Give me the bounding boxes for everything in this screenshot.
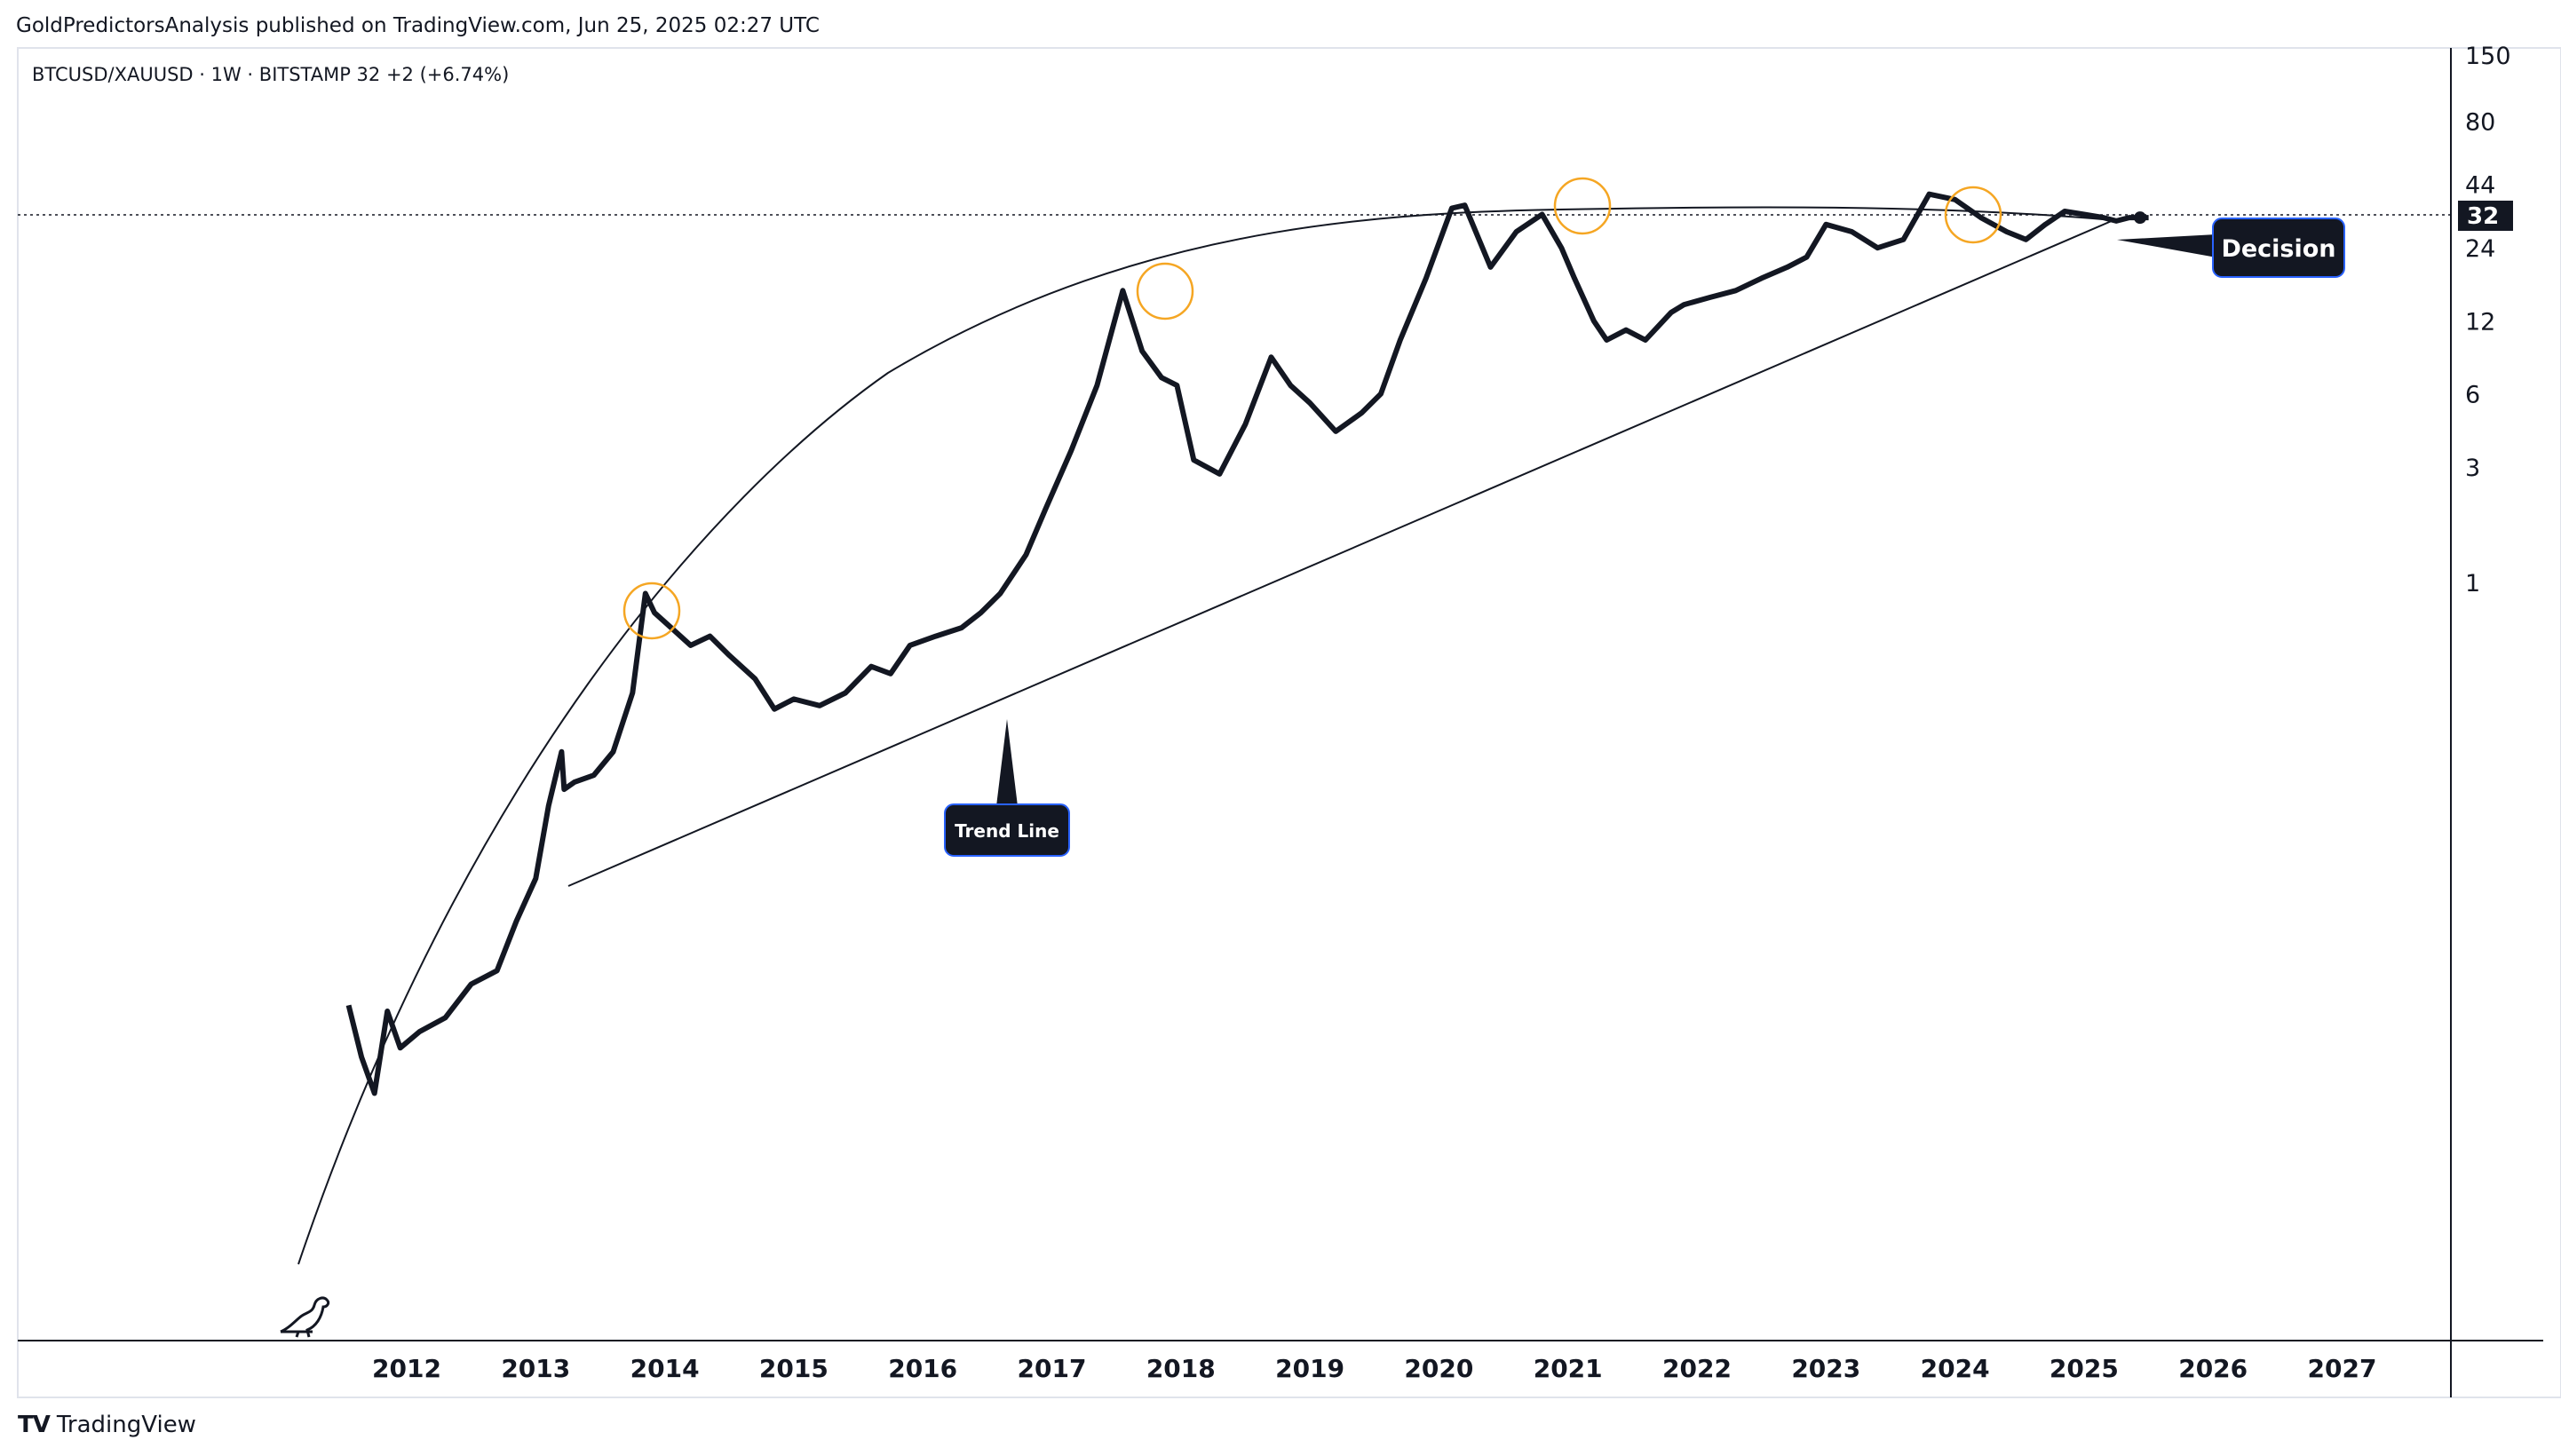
x-tick-label: 2017 (1018, 1354, 1087, 1383)
publisher-line: GoldPredictorsAnalysis published on Trad… (16, 14, 820, 37)
peak-circle-2021 (1553, 177, 1612, 235)
trend-line-callout-pointer (996, 719, 1018, 806)
x-tick-label: 2025 (2050, 1354, 2119, 1383)
y-tick-label: 12 (2465, 308, 2495, 336)
symbol-info: BTCUSD/XAUUSD · 1W · BITSTAMP 32 +2 (+6.… (32, 64, 510, 85)
chart-pane-border (17, 47, 2561, 1398)
x-tick-label: 2013 (501, 1354, 570, 1383)
trend-line-callout-text: Trend Line (955, 820, 1059, 842)
decision-callout[interactable]: Decision (2117, 218, 2345, 278)
x-tick-label: 2023 (1791, 1354, 1860, 1383)
trend-line-callout[interactable]: Trend Line (944, 719, 1070, 857)
y-tick-label: 80 (2465, 109, 2495, 137)
x-tick-label: 2020 (1404, 1354, 1473, 1383)
x-tick-label: 2027 (2308, 1354, 2377, 1383)
x-tick-label: 2024 (1921, 1354, 1990, 1383)
tradingview-brand[interactable]: TV TradingView (18, 1412, 196, 1438)
decision-callout-pointer (2117, 234, 2216, 257)
y-tick-label: 6 (2465, 382, 2480, 409)
y-tick-label: 150 (2465, 43, 2511, 70)
x-axis-ticks: 2012 2013 2014 2015 2016 2017 2018 2019 2020 2021… (372, 1354, 2376, 1383)
decision-callout-text: Decision (2221, 235, 2335, 263)
last-value-badge: 32 (2458, 201, 2513, 231)
x-tick-label: 2026 (2178, 1354, 2248, 1383)
dino-icon (280, 1296, 330, 1338)
decision-callout-box (2212, 218, 2345, 278)
last-value-badge-text: 32 (2467, 203, 2499, 230)
peak-circle-2017 (1136, 262, 1194, 320)
y-tick-label: 24 (2465, 235, 2495, 263)
x-tick-label: 2022 (1662, 1354, 1732, 1383)
y-tick-label: 44 (2465, 171, 2495, 199)
x-tick-label: 2018 (1146, 1354, 1216, 1383)
y-axis-ticks: 150 80 44 24 12 6 3 1 (2465, 43, 2511, 597)
x-tick-label: 2016 (888, 1354, 957, 1383)
brand-label: TradingView (56, 1412, 196, 1438)
x-tick-label: 2019 (1275, 1354, 1344, 1383)
x-tick-label: 2012 (372, 1354, 441, 1383)
arc-resistance-line (297, 206, 2114, 1265)
peak-circle-2013 (622, 582, 681, 640)
x-tick-label: 2015 (759, 1354, 829, 1383)
last-value-badge-bg (2458, 201, 2513, 231)
price-series-line (345, 191, 2149, 1096)
trend-line (567, 219, 2114, 887)
tradingview-logo-icon: TV (18, 1412, 51, 1438)
peak-circle-2024 (1944, 186, 2002, 244)
x-tick-label: 2021 (1534, 1354, 1603, 1383)
y-tick-label: 1 (2465, 570, 2480, 597)
trend-line-callout-box (944, 803, 1070, 857)
y-tick-label: 3 (2465, 455, 2480, 482)
x-tick-label: 2014 (630, 1354, 700, 1383)
last-price-marker (2134, 211, 2146, 225)
